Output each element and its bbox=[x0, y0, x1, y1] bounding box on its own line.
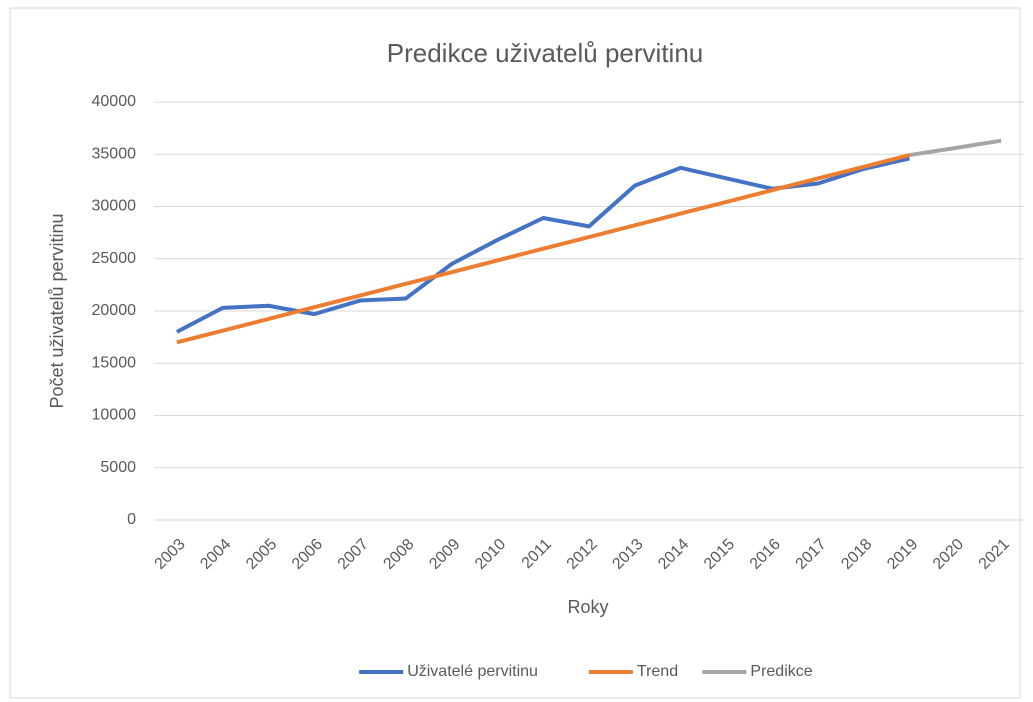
y-tick-label: 30000 bbox=[92, 198, 137, 215]
y-tick-label: 5000 bbox=[100, 459, 136, 476]
chart-title: Predikce uživatelů pervitinu bbox=[387, 38, 704, 68]
series-line bbox=[176, 153, 911, 345]
y-axis-label: Počet uživatelů pervitinu bbox=[47, 213, 67, 408]
x-axis-label: Roky bbox=[567, 597, 608, 617]
series-line bbox=[909, 138, 1002, 158]
y-tick-label: 20000 bbox=[92, 302, 137, 319]
y-tick-label: 35000 bbox=[92, 145, 137, 162]
y-tick-label: 15000 bbox=[92, 354, 137, 371]
y-tick-label: 40000 bbox=[92, 93, 137, 110]
y-tick-label: 10000 bbox=[92, 407, 137, 424]
legend-label: Trend bbox=[637, 663, 678, 680]
y-tick-label: 25000 bbox=[92, 250, 137, 267]
y-tick-label: 0 bbox=[127, 511, 136, 528]
chart-frame bbox=[9, 7, 1021, 699]
legend-label: Uživatelé pervitinu bbox=[407, 663, 538, 680]
legend-label: Predikce bbox=[750, 663, 812, 680]
